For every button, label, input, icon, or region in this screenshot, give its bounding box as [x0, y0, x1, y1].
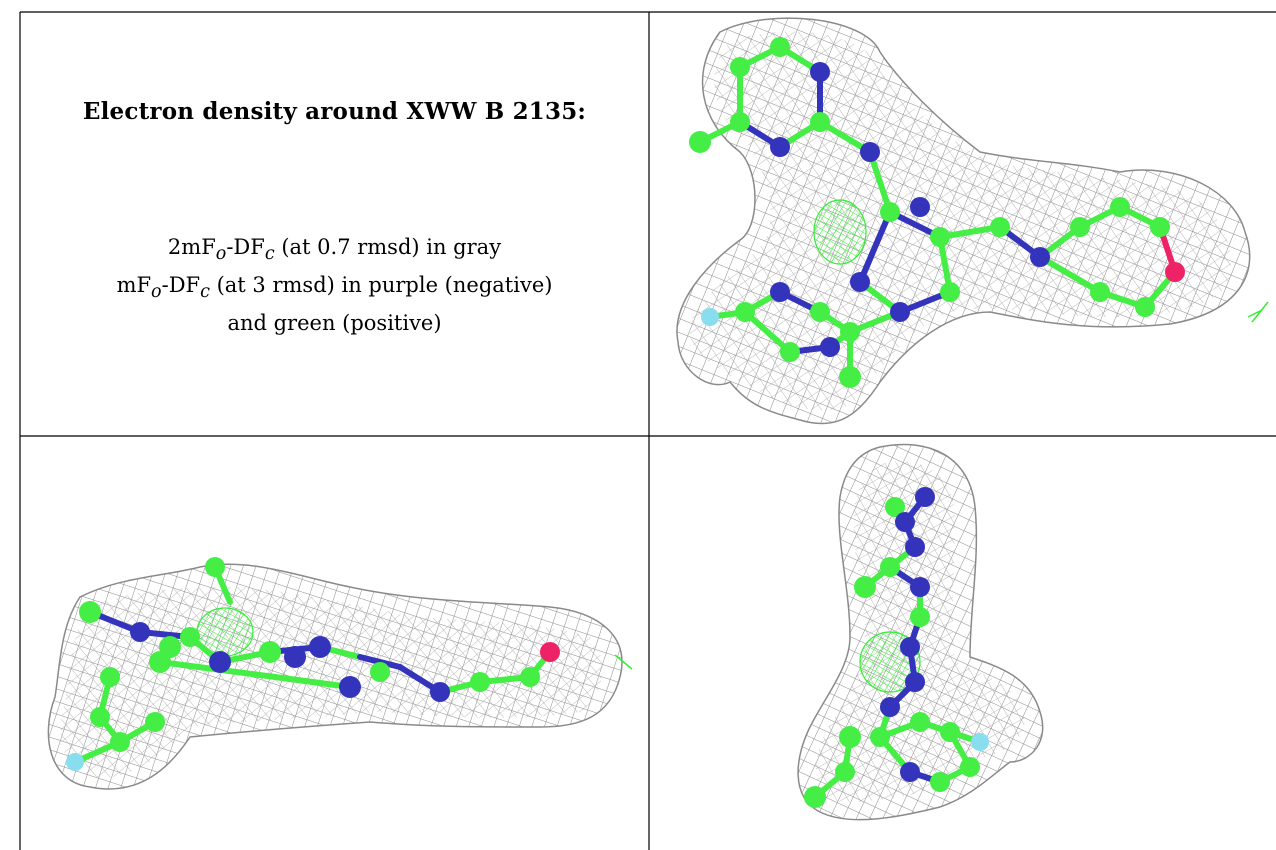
ligand-density-view-side-icon: [47, 557, 633, 790]
density-view-end: [650, 437, 1276, 850]
legend-line-positive: and green (positive): [227, 311, 442, 336]
ligand-density-view-front-icon: [676, 17, 1269, 425]
figure-title: Electron density around XWW B 2135:: [82, 98, 587, 125]
caption-cell: Electron density around XWW B 2135: 2mFo…: [20, 12, 649, 436]
legend-line-gray: 2mFo-DFc (at 0.7 rmsd) in gray: [167, 235, 502, 265]
legend-line-difference: mFo-DFc (at 3 rmsd) in purple (negative): [116, 273, 553, 303]
density-view-front: [650, 12, 1276, 436]
density-view-side: [20, 437, 649, 850]
legend-text: 2mFo-DFc (at 0.7 rmsd) in gray mFo-DFc (…: [20, 232, 649, 339]
ligand-density-view-end-icon: [797, 443, 1044, 821]
